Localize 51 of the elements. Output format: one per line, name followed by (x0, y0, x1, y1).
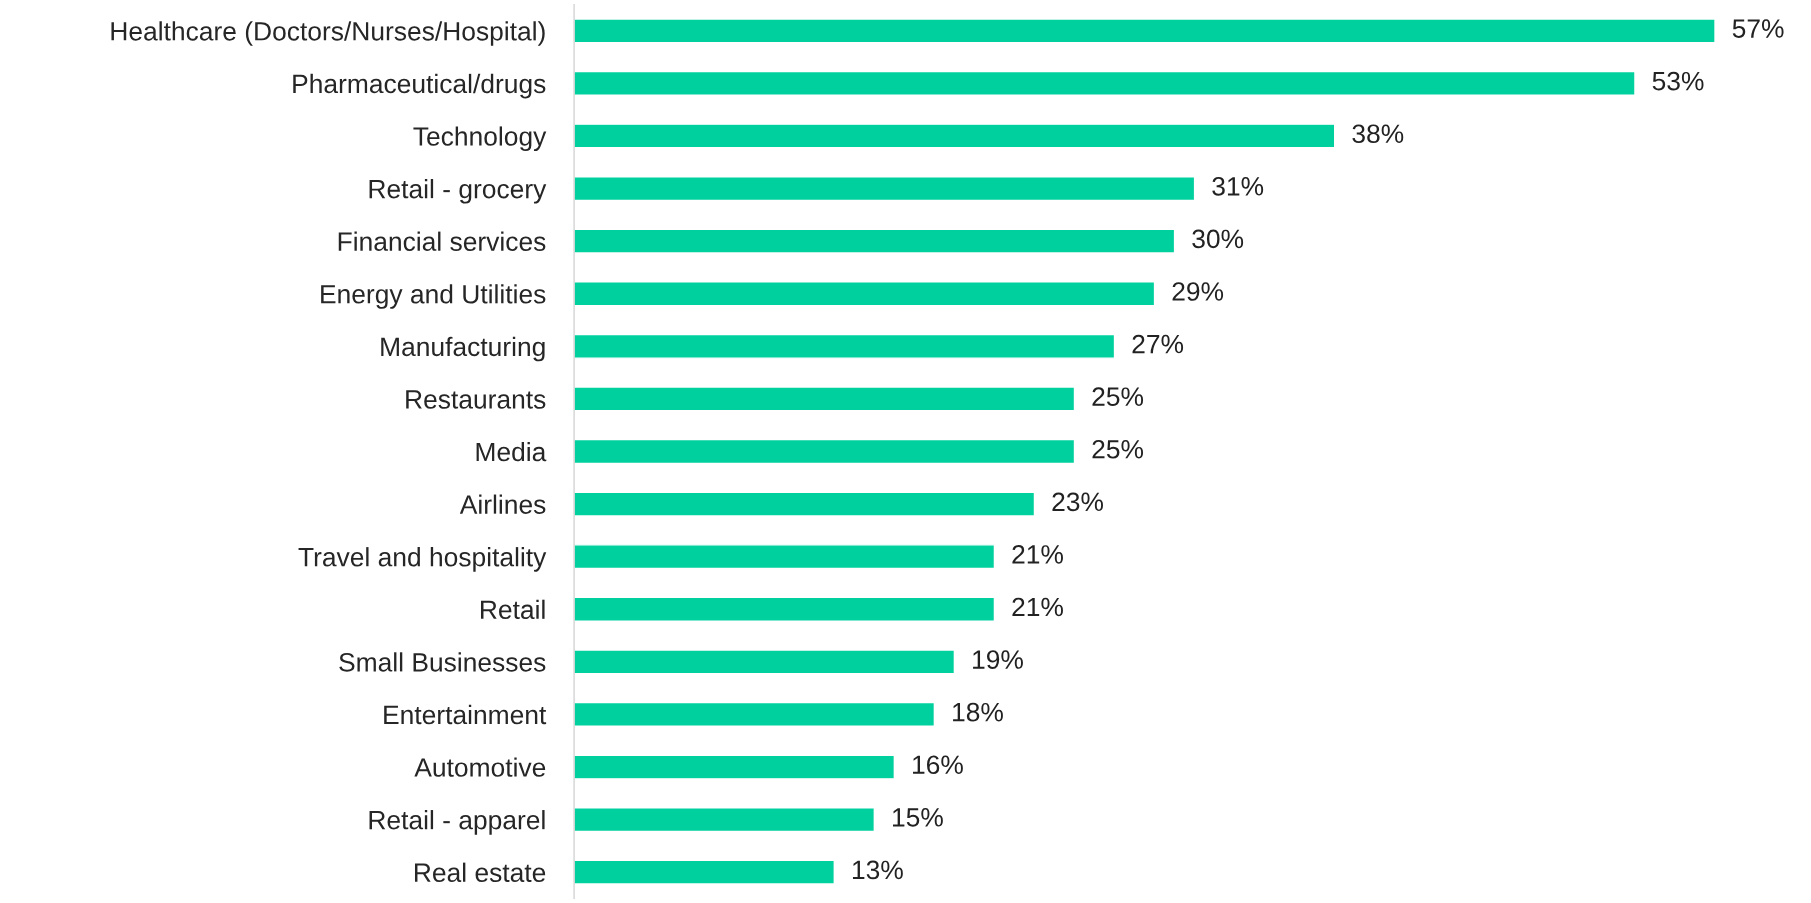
bar (574, 491, 1036, 517)
bar (574, 701, 936, 727)
y-tick-label: Entertainment (384, 704, 547, 725)
data-label: 25% (1092, 387, 1144, 406)
y-tick-label: Retail (481, 599, 545, 620)
y-tick-label: Automotive (414, 757, 546, 777)
y-tick-label: Real estate (414, 862, 546, 883)
y-tick-label: Energy and Utilities (321, 284, 546, 309)
data-label: 16% (913, 755, 963, 775)
y-tick-label: Healthcare (Doctors/Nurses/Hospital) (111, 21, 545, 46)
data-label: 27% (1132, 334, 1184, 354)
data-label: 21% (1012, 597, 1063, 617)
bar (574, 228, 1176, 254)
bar (574, 754, 896, 780)
bar (574, 176, 1196, 202)
bar (574, 70, 1636, 96)
data-label: 15% (893, 808, 943, 827)
y-tick-label: Manufacturing (381, 336, 545, 362)
y-tick-label: Technology (413, 126, 547, 152)
data-label: 57% (1732, 19, 1784, 38)
data-label: 31% (1212, 176, 1264, 196)
y-tick-label: Pharmaceutical/drugs (293, 73, 546, 99)
data-label: 38% (1352, 124, 1404, 144)
y-tick-label: Airlines (459, 494, 546, 514)
bar (574, 333, 1116, 359)
y-tick-label: Travel and hospitality (298, 547, 547, 572)
data-label: 19% (973, 650, 1023, 669)
data-label: 23% (1052, 492, 1104, 512)
y-tick-label: Media (476, 441, 547, 462)
data-label: 13% (852, 860, 903, 880)
data-label: 18% (953, 702, 1003, 722)
bar (574, 386, 1076, 412)
data-label: 53% (1652, 71, 1704, 91)
bar (574, 18, 1716, 44)
data-label: 30% (1192, 229, 1244, 249)
bar (574, 123, 1336, 149)
bar (574, 544, 996, 570)
y-tick-label: Retail - apparel (369, 810, 545, 835)
bar (574, 438, 1076, 465)
bar (574, 807, 876, 833)
y-tick-label: Restaurants (406, 390, 546, 409)
y-tick-label: Small Businesses (339, 652, 546, 672)
data-label: 29% (1172, 282, 1224, 301)
bar (574, 649, 956, 675)
y-tick-label: Retail - grocery (369, 179, 547, 204)
data-label: 21% (1012, 545, 1063, 564)
data-label: 25% (1092, 439, 1144, 459)
y-tick-label: Financial services (338, 231, 546, 251)
bar (574, 281, 1156, 307)
bar (574, 596, 996, 622)
bar (574, 859, 835, 885)
